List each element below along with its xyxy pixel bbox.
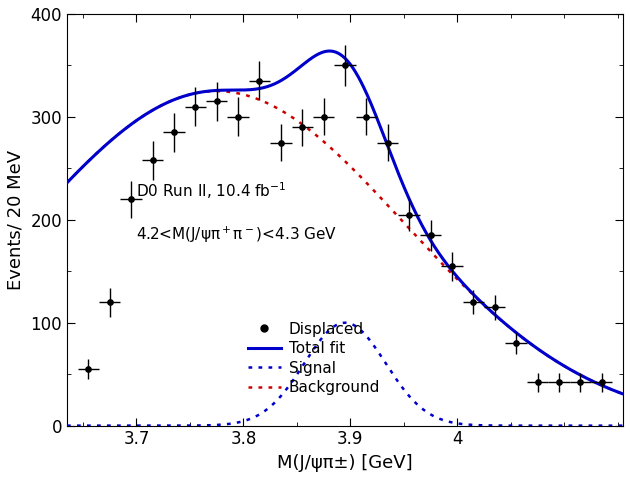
Background bbox=[91, 152, 99, 158]
Legend: Displaced, Total fit, Signal, Background: Displaced, Total fit, Signal, Background bbox=[241, 316, 386, 401]
Background bbox=[63, 180, 71, 186]
Y-axis label: Events/ 20 MeV: Events/ 20 MeV bbox=[7, 150, 25, 290]
Total fit bbox=[501, 321, 509, 327]
Text: 4.2<M(J/ψπ$^+$π$^-$)<4.3 GeV: 4.2<M(J/ψπ$^+$π$^-$)<4.3 GeV bbox=[137, 225, 338, 245]
Total fit bbox=[91, 152, 99, 158]
Background bbox=[603, 385, 610, 390]
Background bbox=[604, 385, 611, 390]
Signal bbox=[604, 423, 611, 429]
Signal bbox=[91, 423, 99, 429]
Total fit bbox=[319, 49, 326, 55]
Background bbox=[213, 88, 220, 94]
Signal bbox=[341, 320, 348, 326]
X-axis label: M(J/ψπ±) [GeV]: M(J/ψπ±) [GeV] bbox=[277, 454, 413, 472]
Background bbox=[319, 138, 327, 144]
Line: Total fit: Total fit bbox=[67, 51, 623, 394]
Signal bbox=[319, 334, 326, 340]
Signal bbox=[63, 423, 71, 429]
Signal bbox=[334, 322, 341, 328]
Signal bbox=[603, 423, 610, 429]
Total fit bbox=[334, 50, 341, 56]
Text: D0 Run II, 10.4 fb$^{-1}$: D0 Run II, 10.4 fb$^{-1}$ bbox=[137, 181, 287, 201]
Background bbox=[501, 321, 509, 327]
Total fit bbox=[326, 48, 333, 54]
Line: Background: Background bbox=[67, 91, 623, 394]
Total fit bbox=[604, 385, 611, 390]
Total fit bbox=[63, 180, 71, 186]
Total fit bbox=[619, 391, 627, 397]
Background bbox=[334, 151, 341, 157]
Background bbox=[619, 391, 627, 397]
Line: Signal: Signal bbox=[67, 323, 623, 426]
Signal bbox=[619, 423, 627, 429]
Total fit bbox=[603, 385, 610, 390]
Signal bbox=[501, 423, 509, 429]
